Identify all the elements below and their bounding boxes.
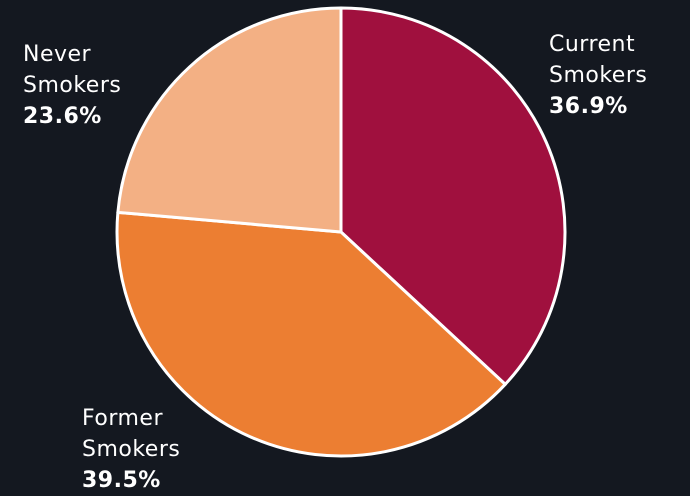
slice-percent-label: 23.6% bbox=[23, 104, 102, 129]
slice-percent-label: 36.9% bbox=[549, 94, 628, 119]
pie-slices bbox=[115, 6, 567, 458]
slice-percent-label: 39.5% bbox=[82, 468, 161, 493]
slice-label-former-smokers: Former Smokers 39.5% bbox=[82, 403, 180, 496]
pie-slice-former-smokers bbox=[115, 210, 507, 458]
slice-label-line-2: Smokers bbox=[549, 63, 648, 88]
slice-label-current-smokers: Current Smokers 36.9% bbox=[549, 29, 647, 122]
slice-label-line-1: Former bbox=[82, 406, 163, 431]
slice-label-line-1: Current bbox=[549, 32, 636, 57]
pie-slice-current-smokers bbox=[339, 6, 567, 386]
slice-label-never-smokers: Never Smokers 23.6% bbox=[23, 39, 121, 132]
pie-slice-never-smokers bbox=[116, 6, 343, 234]
slice-label-line-2: Smokers bbox=[23, 73, 122, 98]
slice-label-line-2: Smokers bbox=[82, 437, 181, 462]
slice-label-line-1: Never bbox=[23, 42, 92, 67]
